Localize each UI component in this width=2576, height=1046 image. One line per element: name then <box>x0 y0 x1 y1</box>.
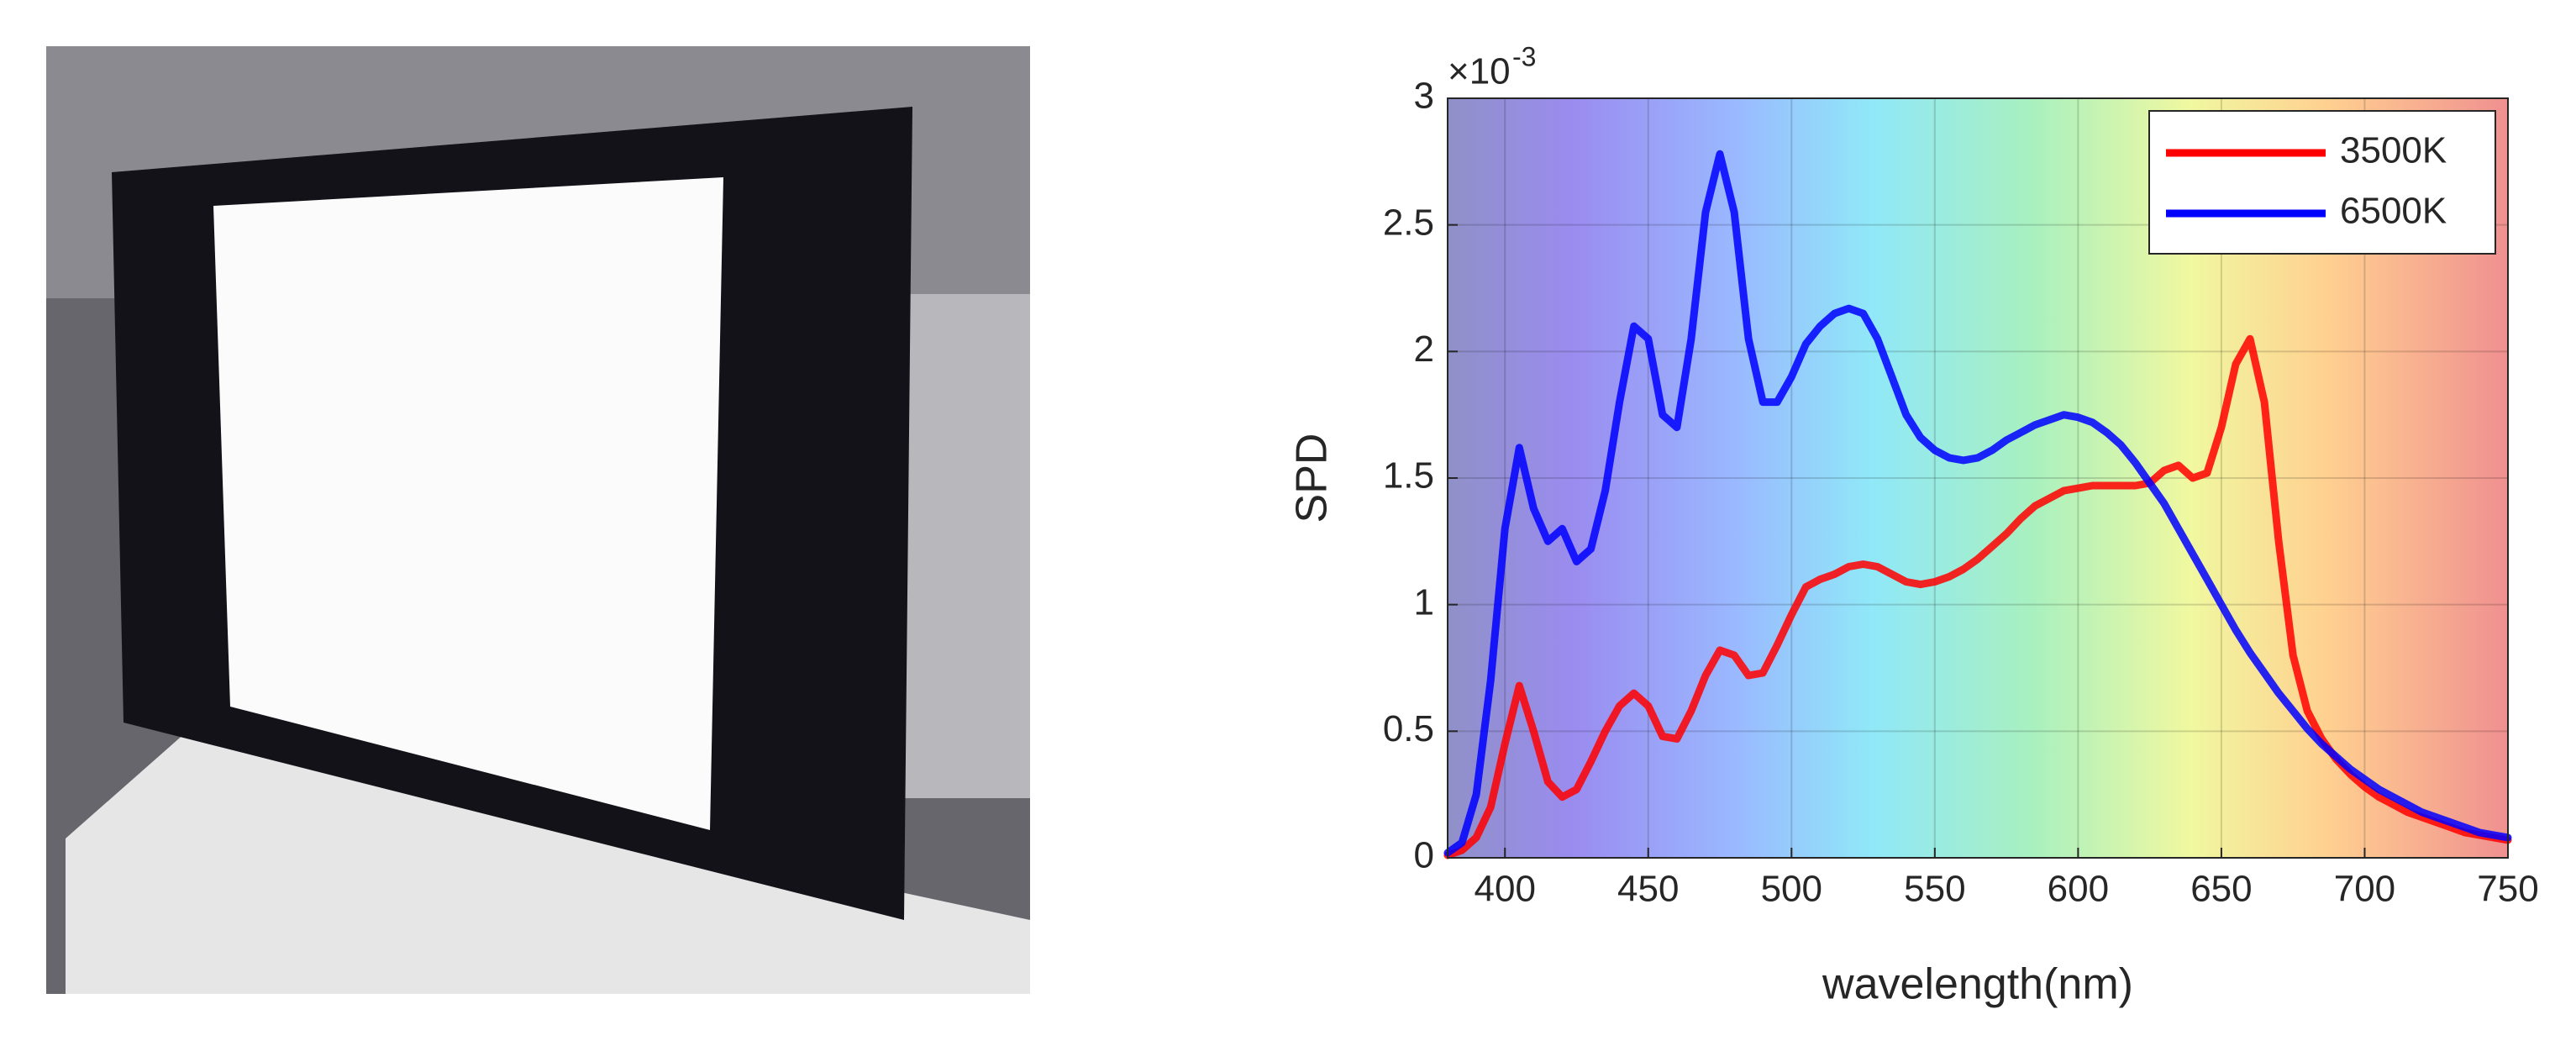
series-line <box>1443 150 2512 857</box>
y-tick-label: 1.5 <box>1383 455 1434 497</box>
x-tick-label: 750 <box>2477 869 2538 910</box>
x-axis-label: wavelength(nm) <box>1822 960 2133 1009</box>
x-tick-label: 500 <box>1761 869 1822 910</box>
y-multiplier-exponent: -3 <box>1512 41 1536 71</box>
legend <box>2148 110 2496 255</box>
x-tick-label: 650 <box>2190 869 2252 910</box>
legend-label: 6500K <box>2340 191 2447 232</box>
y-tick-label: 0 <box>1414 835 1434 876</box>
y-tick-label: 1 <box>1414 581 1434 623</box>
plot-frame <box>1447 97 2509 859</box>
legend-label: 3500K <box>2340 130 2447 171</box>
y-multiplier: ×10 <box>1448 51 1511 92</box>
y-tick-label: 0.5 <box>1383 708 1434 749</box>
x-tick-label: 550 <box>1904 869 1965 910</box>
photo <box>46 46 1030 994</box>
y-tick-label: 2 <box>1414 329 1434 370</box>
y-axis-label: SPD <box>1288 434 1337 523</box>
y-tick-label: 3 <box>1414 76 1434 117</box>
x-tick-label: 450 <box>1617 869 1679 910</box>
x-tick-label: 600 <box>2048 869 2109 910</box>
y-tick-label: 2.5 <box>1383 202 1434 243</box>
x-tick-label: 400 <box>1475 869 1536 910</box>
x-tick-label: 700 <box>2334 869 2395 910</box>
